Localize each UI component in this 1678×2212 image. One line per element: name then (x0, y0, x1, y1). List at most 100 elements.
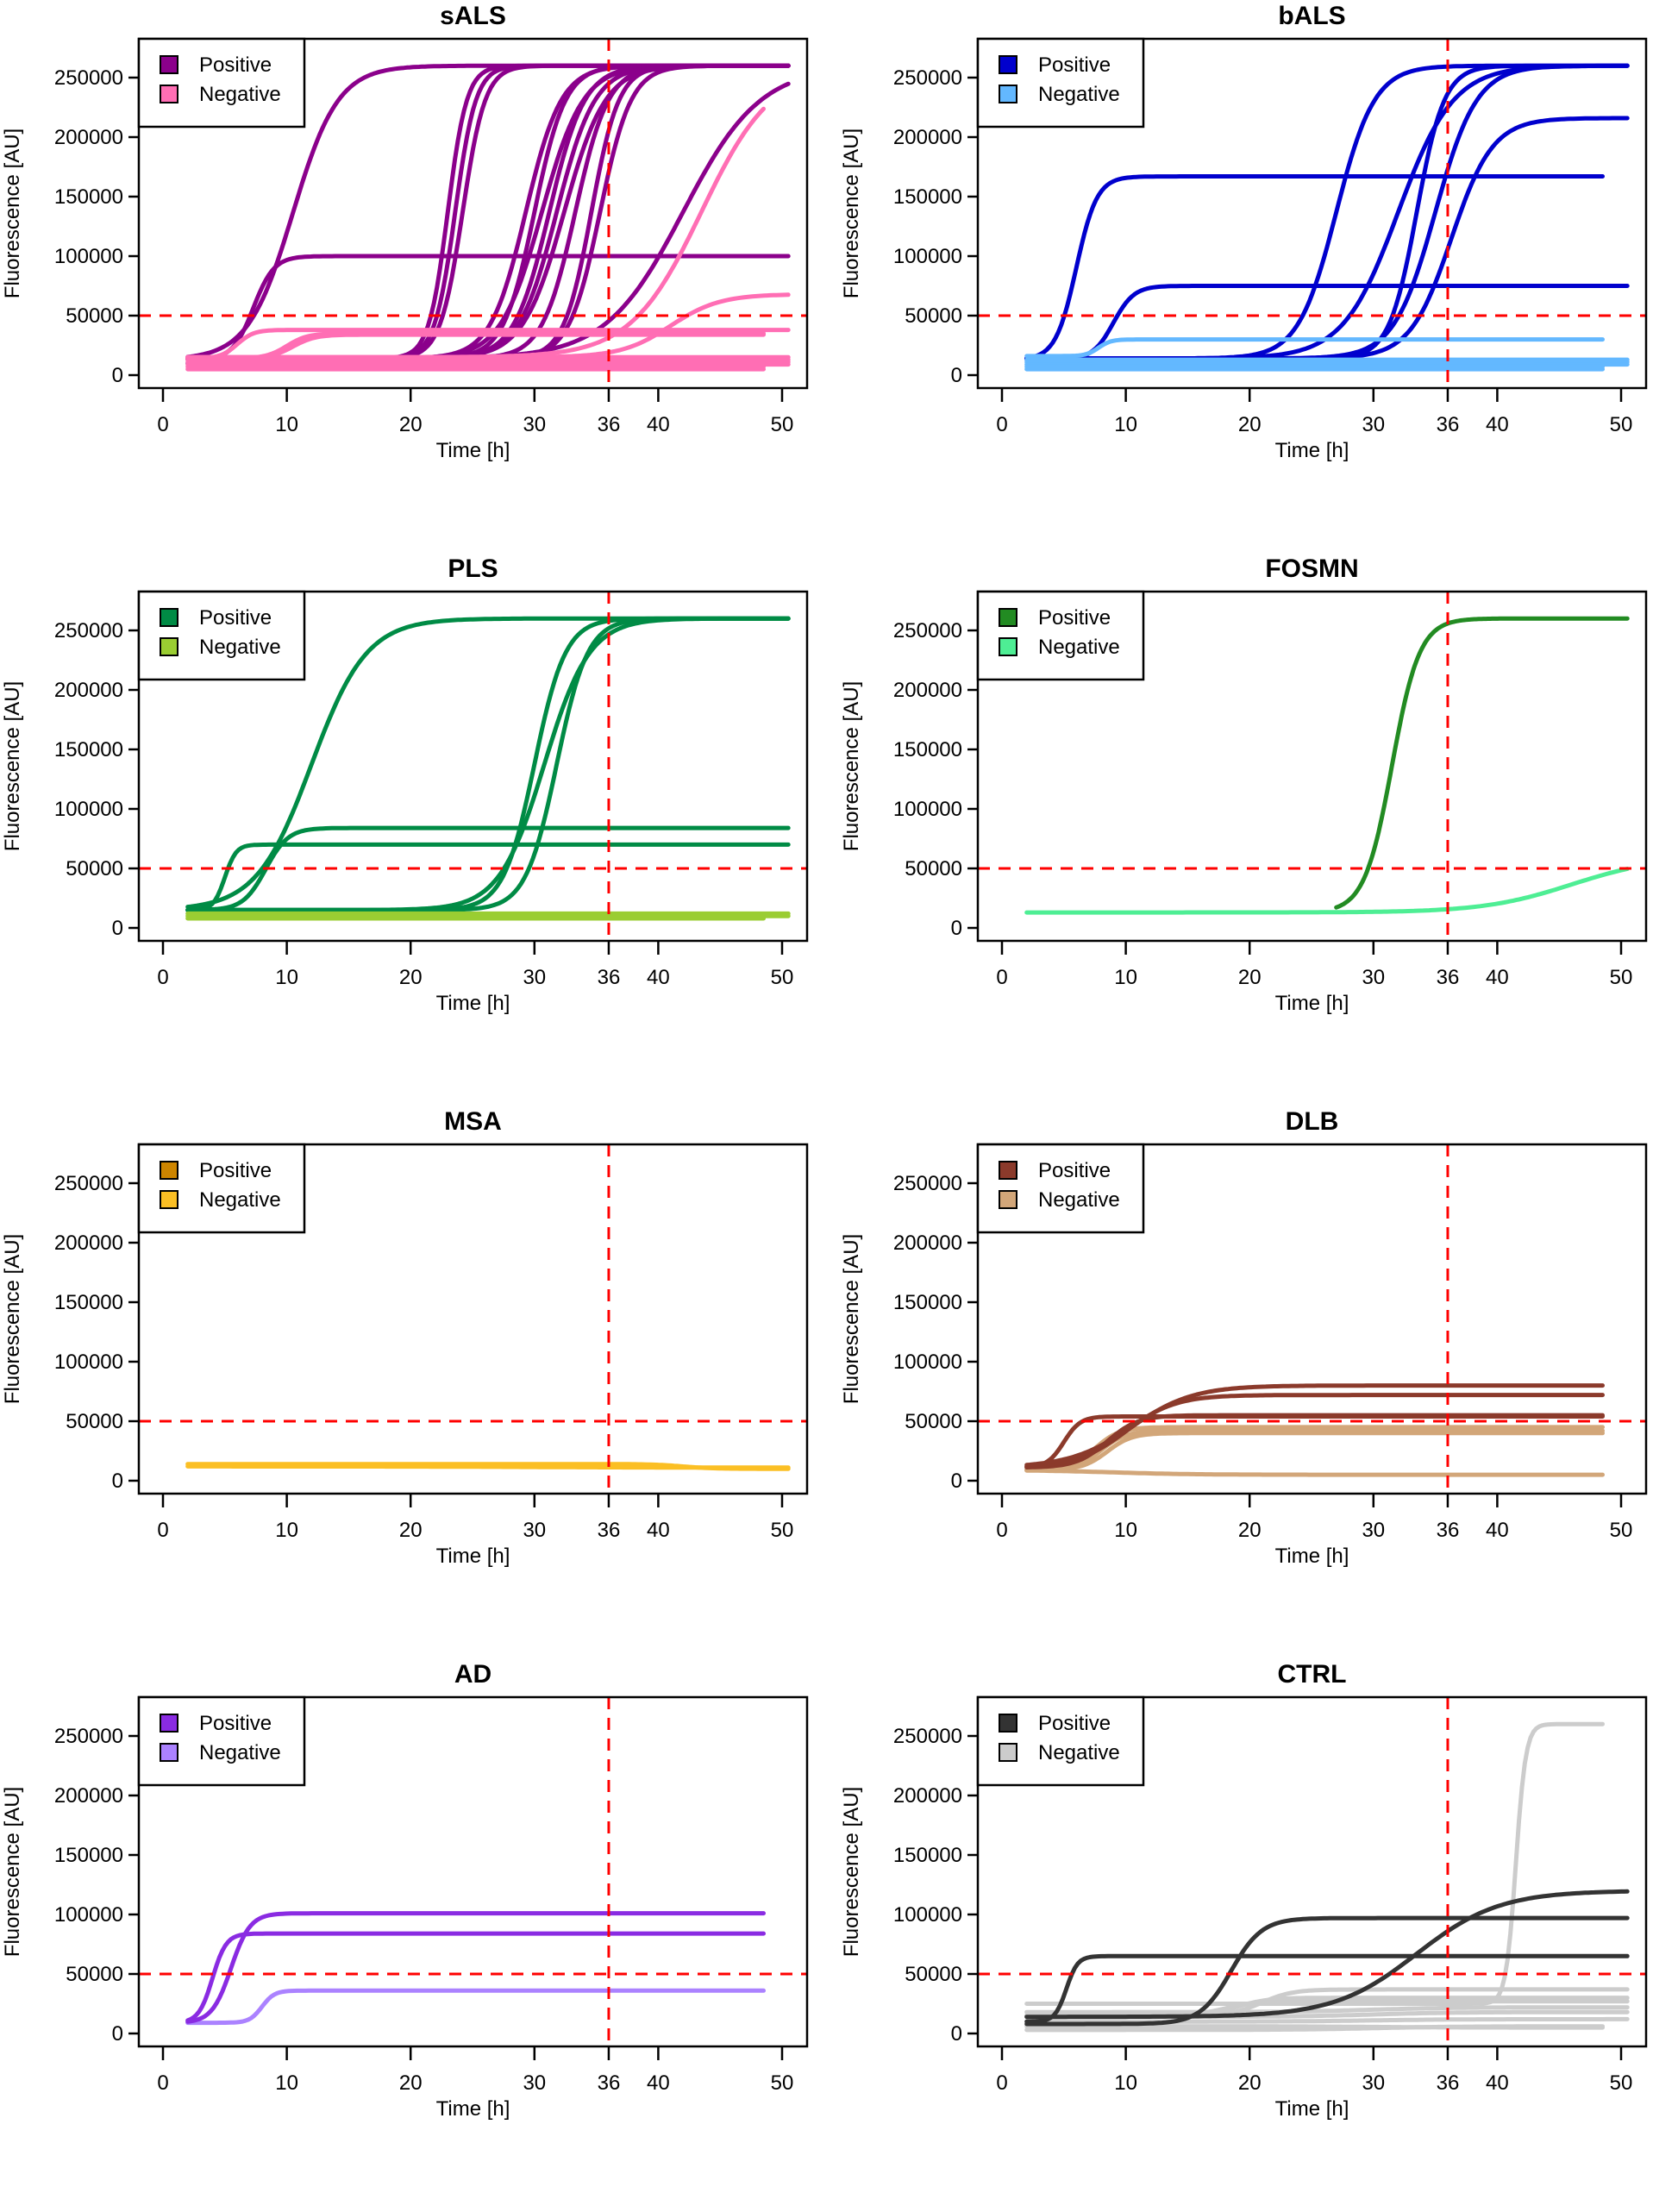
x-tick-label: 30 (1362, 1519, 1385, 1542)
x-tick-label: 10 (275, 966, 298, 989)
curve-negative (1024, 1428, 1605, 1472)
x-axis-label: Time [h] (436, 992, 510, 1015)
y-tick-label: 250000 (893, 619, 962, 642)
curve-negative (1024, 2016, 1630, 2024)
legend-label-negative: Negative (199, 636, 281, 659)
y-tick-label: 0 (112, 364, 123, 387)
x-tick-label: 36 (598, 966, 621, 989)
curves (1024, 616, 1630, 915)
legend-label-negative: Negative (1038, 1188, 1120, 1212)
x-tick-label: 40 (647, 2071, 670, 2095)
legend: Positive Negative (976, 1695, 1145, 1787)
y-axis-label: Fluorescence [AU] (840, 681, 863, 851)
x-tick-label: 50 (1610, 966, 1633, 989)
curve-positive (185, 1911, 766, 2024)
legend-swatch-positive (999, 608, 1017, 627)
legend-swatch-positive (999, 55, 1017, 74)
y-tick-label: 0 (112, 917, 123, 940)
x-tick-label: 20 (1238, 966, 1262, 989)
y-axis-label: Fluorescence [AU] (840, 128, 863, 298)
x-tick-label: 30 (523, 2071, 546, 2095)
plot-frame (137, 590, 809, 943)
legend-swatch-positive (999, 1714, 1017, 1733)
legend-label-positive: Positive (1038, 53, 1111, 77)
legend-swatch-negative (999, 85, 1017, 103)
curve-positive (185, 1931, 766, 2023)
x-axis-label: Time [h] (436, 439, 510, 462)
y-tick-label: 100000 (54, 1350, 123, 1374)
plot-frame (976, 590, 1648, 943)
legend: Positive Negative (137, 1143, 306, 1234)
chart-panel-fosmn: FOSMN 0 50000 100000 150000 200000 250000 0 10 20… (839, 553, 1678, 1106)
legend-box (976, 590, 1145, 681)
x-tick-label: 10 (1114, 413, 1137, 436)
plot-frame (137, 37, 809, 390)
x-tick-label: 30 (523, 966, 546, 989)
chart-svg: CTRL 0 50000 100000 150000 200000 250000 0 10 20 3… (840, 1660, 1648, 2121)
chart-panel-ad: AD 0 50000 100000 150000 200000 250000 0 10 20 30 3… (0, 1658, 839, 2212)
y-axis-label: Fluorescence [AU] (1, 681, 24, 851)
legend: Positive Negative (137, 37, 306, 128)
x-tick-label: 0 (157, 413, 168, 436)
legend-swatch-negative (160, 85, 178, 103)
legend-swatch-positive (160, 1714, 178, 1733)
x-tick-label: 20 (399, 413, 423, 436)
curve-positive (1334, 616, 1630, 910)
chart-svg: bALS 0 50000 100000 150000 200000 250000 0 10 20 3… (840, 2, 1648, 462)
y-tick-label: 150000 (54, 185, 123, 209)
legend-box (137, 590, 306, 681)
x-tick-label: 0 (996, 966, 1007, 989)
x-tick-label: 50 (771, 413, 794, 436)
y-tick-label: 200000 (893, 679, 962, 702)
chart-title: FOSMN (1265, 555, 1358, 583)
y-tick-label: 50000 (905, 857, 962, 880)
y-tick-label: 0 (112, 2022, 123, 2046)
curve-positive (185, 842, 791, 912)
curves (1024, 1721, 1630, 2033)
curves (185, 63, 791, 372)
x-tick-label: 0 (996, 2071, 1007, 2095)
y-tick-label: 50000 (66, 1410, 123, 1433)
x-tick-label: 10 (1114, 966, 1137, 989)
legend-swatch-negative (999, 1743, 1017, 1762)
x-tick-label: 36 (598, 2071, 621, 2095)
legend-label-negative: Negative (1038, 636, 1120, 659)
legend-box (976, 1695, 1145, 1787)
legend-box (137, 1695, 306, 1787)
chart-panel-pls: PLS 0 50000 100000 150000 200000 250000 0 10 20 30… (0, 553, 839, 1106)
y-tick-label: 150000 (893, 185, 962, 209)
x-tick-label: 50 (1610, 2071, 1633, 2095)
x-tick-label: 20 (1238, 2071, 1262, 2095)
x-tick-label: 36 (1437, 2071, 1460, 2095)
x-axis-label: Time [h] (1275, 992, 1349, 1015)
x-tick-label: 50 (771, 2071, 794, 2095)
curve-negative (185, 1988, 766, 2026)
y-tick-label: 200000 (54, 126, 123, 149)
curve-negative (1024, 2024, 1605, 2033)
chart-title: CTRL (1278, 1660, 1347, 1689)
chart-panel-sals: sALS 0 50000 100000 150000 200000 250000 0 10 20 3… (0, 0, 839, 554)
y-axis-label: Fluorescence [AU] (1, 1787, 24, 1957)
legend-label-positive: Positive (199, 53, 272, 77)
x-tick-label: 10 (275, 1519, 298, 1542)
y-tick-label: 200000 (893, 1231, 962, 1255)
legend-box (976, 1143, 1145, 1234)
x-tick-label: 30 (1362, 413, 1385, 436)
legend-swatch-negative (999, 1190, 1017, 1209)
legend: Positive Negative (976, 590, 1145, 681)
x-tick-label: 30 (523, 413, 546, 436)
chart-panel-bals: bALS 0 50000 100000 150000 200000 250000 0 10 20 3… (839, 0, 1678, 554)
plot-frame (976, 1695, 1648, 2048)
y-tick-label: 250000 (54, 66, 123, 90)
curve-positive (1024, 1413, 1605, 1469)
y-axis-label: Fluorescence [AU] (1, 128, 24, 298)
y-tick-label: 200000 (893, 1784, 962, 1808)
chart-panel-msa: MSA 0 50000 100000 150000 200000 250000 0 10 20 30… (0, 1106, 839, 1659)
x-tick-label: 20 (399, 966, 423, 989)
y-tick-label: 150000 (893, 1844, 962, 1867)
chart-title: DLB (1286, 1107, 1339, 1136)
curve-positive (1024, 1889, 1630, 2020)
legend: Positive Negative (976, 1143, 1145, 1234)
chart-svg: DLB 0 50000 100000 150000 200000 250000 0 10 20 30… (840, 1107, 1648, 1568)
x-tick-label: 40 (647, 413, 670, 436)
